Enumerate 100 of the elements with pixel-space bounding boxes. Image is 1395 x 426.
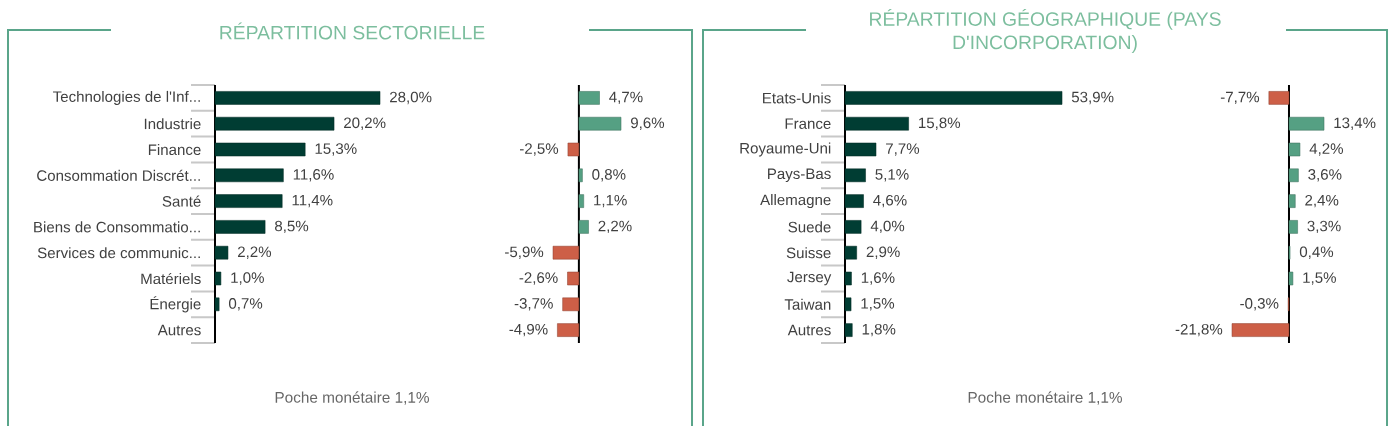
data-label: 1,8% (862, 323, 896, 337)
y-tick-label: Allemagne (760, 194, 831, 209)
bar (214, 220, 266, 234)
bar (214, 297, 220, 312)
bar (214, 194, 283, 208)
data-label: 1,5% (1303, 272, 1336, 285)
data-label: 2,9% (866, 246, 900, 259)
data-label: 11,6% (293, 169, 334, 182)
data-label: 11,4% (292, 194, 333, 208)
y-tick-label: Services de communic... (37, 247, 200, 259)
data-label: 8,5% (275, 220, 309, 234)
bar (1231, 323, 1290, 337)
bar (557, 323, 580, 337)
bar (1288, 142, 1301, 157)
bar (214, 91, 381, 105)
y-tick-label: Consommation Discrét... (37, 169, 200, 181)
data-label: -2,5% (519, 143, 559, 156)
data-label: 4,6% (873, 194, 907, 208)
bar (1288, 271, 1294, 286)
data-label: 7,7% (886, 143, 920, 156)
bar (578, 220, 589, 234)
bar (844, 245, 857, 260)
bar (214, 168, 284, 183)
bar (214, 142, 306, 157)
data-label: 0,7% (228, 298, 263, 311)
bar (562, 297, 580, 312)
bar (214, 116, 335, 131)
data-label: 3,3% (1307, 220, 1341, 234)
bar (1288, 194, 1296, 208)
y-tick-label: Matériels (141, 272, 201, 285)
bar (567, 142, 580, 157)
data-label: 0,4% (1299, 246, 1334, 259)
data-label: 9,6% (630, 117, 665, 130)
text: Poche monétaire 1,1% (275, 391, 429, 405)
data-label: -2,6% (519, 272, 558, 285)
data-label: -5,9% (505, 246, 544, 259)
chart-title: RÉPARTITION SECTORIELLE (220, 22, 485, 40)
bar (1288, 220, 1298, 234)
bar (567, 271, 580, 286)
data-label: 28,0% (390, 91, 432, 105)
data-label: 15,8% (919, 117, 961, 130)
data-label: -7,7% (1220, 91, 1260, 105)
data-label: 13,4% (1334, 117, 1376, 130)
data-label: 2,2% (237, 246, 272, 259)
bar (844, 297, 852, 312)
data-label: 15,3% (315, 143, 357, 156)
y-tick-label: Pays-Bas (768, 168, 831, 183)
y-tick-label: Technologies de l'Inf... (53, 90, 200, 105)
bar (844, 323, 853, 337)
data-label: -4,9% (509, 323, 548, 337)
bar (844, 168, 866, 183)
data-label: 0,8% (592, 169, 626, 182)
data-label: 20,2% (344, 117, 386, 130)
y-tick-label: France (785, 118, 831, 129)
data-label: 5,1% (875, 169, 909, 182)
bar (844, 194, 864, 208)
data-label: -3,7% (514, 298, 553, 311)
bar (578, 91, 600, 105)
data-label: 1,5% (861, 298, 895, 311)
bar (578, 194, 584, 208)
data-label: 4,7% (609, 91, 643, 105)
bar (214, 271, 222, 286)
y-tick-label: Santé (162, 195, 201, 207)
y-tick-label: Énergie (150, 296, 201, 313)
data-label: 2,4% (1305, 194, 1339, 208)
data-label: 4,2% (1309, 143, 1344, 156)
y-tick-label: Autres (157, 324, 201, 336)
bar (844, 220, 862, 234)
bar (844, 142, 877, 157)
data-label: 2,2% (598, 220, 632, 234)
y-tick-label: Finance (148, 143, 201, 156)
bar (1288, 168, 1299, 183)
y-tick-label: Suisse (786, 247, 831, 259)
bar (1268, 91, 1290, 105)
y-tick-label: Royaume-Uni (740, 142, 831, 157)
y-tick-label: Suede (788, 221, 831, 233)
bar (578, 116, 622, 131)
text: Poche monétaire 1,1% (968, 391, 1122, 405)
bar (214, 245, 229, 260)
bar (844, 271, 852, 286)
data-label: -21,8% (1175, 323, 1223, 337)
y-tick-label: Autres (787, 324, 831, 336)
data-label: 4,0% (870, 220, 905, 234)
y-tick-label: Biens de Consommatio... (34, 221, 200, 233)
data-label: 3,6% (1308, 169, 1342, 182)
bar (552, 245, 580, 260)
data-label: 53,9% (1071, 91, 1114, 105)
bar (578, 168, 583, 183)
y-tick-label: Etats-Unis (763, 92, 831, 104)
bar (844, 91, 1063, 105)
data-label: 1,6% (861, 272, 895, 285)
bar (1288, 116, 1325, 131)
bar (844, 116, 909, 131)
chart-title: RÉPARTITION GÉOGRAPHIQUE (PAYS D'INCORPORATION) (870, 8, 1221, 54)
y-tick-label: Industrie (144, 118, 201, 130)
y-tick-label: Taiwan (784, 298, 831, 310)
data-label: 1,1% (594, 194, 627, 208)
y-tick-label: Jersey (787, 271, 832, 286)
data-label: -0,3% (1240, 298, 1279, 311)
data-label: 1,0% (231, 272, 264, 285)
